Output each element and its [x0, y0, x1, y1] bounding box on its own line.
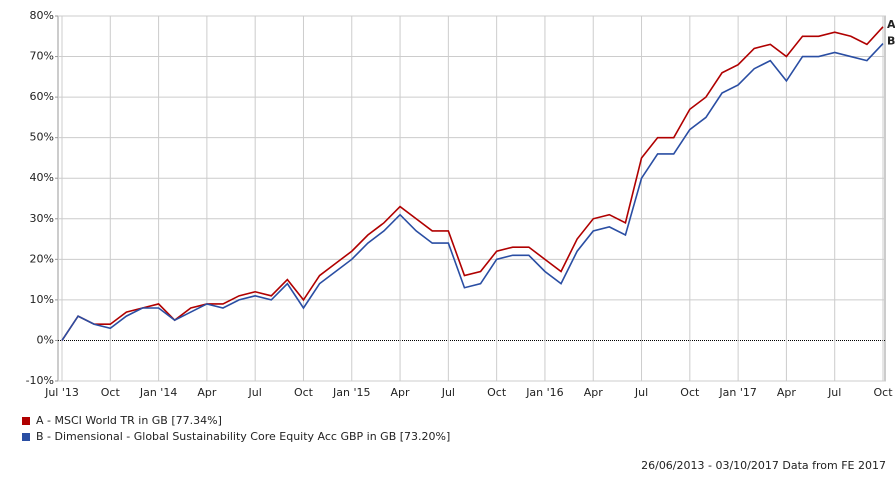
series-line — [61, 26, 884, 341]
x-tick-label: Apr — [584, 386, 604, 399]
y-tick-label: -10% — [26, 374, 54, 387]
y-tick-label: 70% — [30, 50, 54, 63]
x-tick-label: Oct — [873, 386, 893, 399]
x-tick-label: Jul — [634, 386, 648, 399]
x-tick-label: Jul — [248, 386, 262, 399]
x-tick-label: Apr — [777, 386, 797, 399]
y-tick-label: 30% — [30, 212, 54, 225]
end-label: B — [887, 35, 895, 48]
y-tick-label: 20% — [30, 252, 54, 265]
y-tick-label: 60% — [30, 90, 54, 103]
legend-label: A - MSCI World TR in GB [77.34%] — [36, 414, 222, 427]
x-tick-label: Oct — [487, 386, 507, 399]
x-tick-label: Oct — [294, 386, 314, 399]
y-tick-label: 50% — [30, 131, 54, 144]
series-line — [61, 43, 884, 341]
x-tick-label: Jan '17 — [718, 386, 756, 399]
x-tick-label: Jul — [441, 386, 455, 399]
x-tick-label: Jul '13 — [44, 386, 79, 399]
x-tick-label: Apr — [197, 386, 217, 399]
x-tick-label: Apr — [391, 386, 411, 399]
x-tick-label: Oct — [680, 386, 700, 399]
legend-swatch — [22, 433, 30, 441]
y-tick-label: 0% — [37, 333, 54, 346]
y-tick-label: 40% — [30, 171, 54, 184]
x-tick-label: Jan '16 — [525, 386, 563, 399]
x-tick-label: Jan '14 — [139, 386, 177, 399]
plot-area — [57, 15, 886, 382]
end-label: A — [887, 18, 895, 31]
legend-label: B - Dimensional - Global Sustainability … — [36, 430, 450, 443]
x-tick-label: Jul — [827, 386, 841, 399]
legend-swatch — [22, 417, 30, 425]
y-tick-label: 10% — [30, 293, 54, 306]
x-tick-label: Oct — [101, 386, 121, 399]
x-tick-label: Jan '15 — [332, 386, 370, 399]
footer: 26/06/2013 - 03/10/2017 Data from FE 201… — [641, 459, 886, 472]
y-tick-label: 80% — [30, 9, 54, 22]
